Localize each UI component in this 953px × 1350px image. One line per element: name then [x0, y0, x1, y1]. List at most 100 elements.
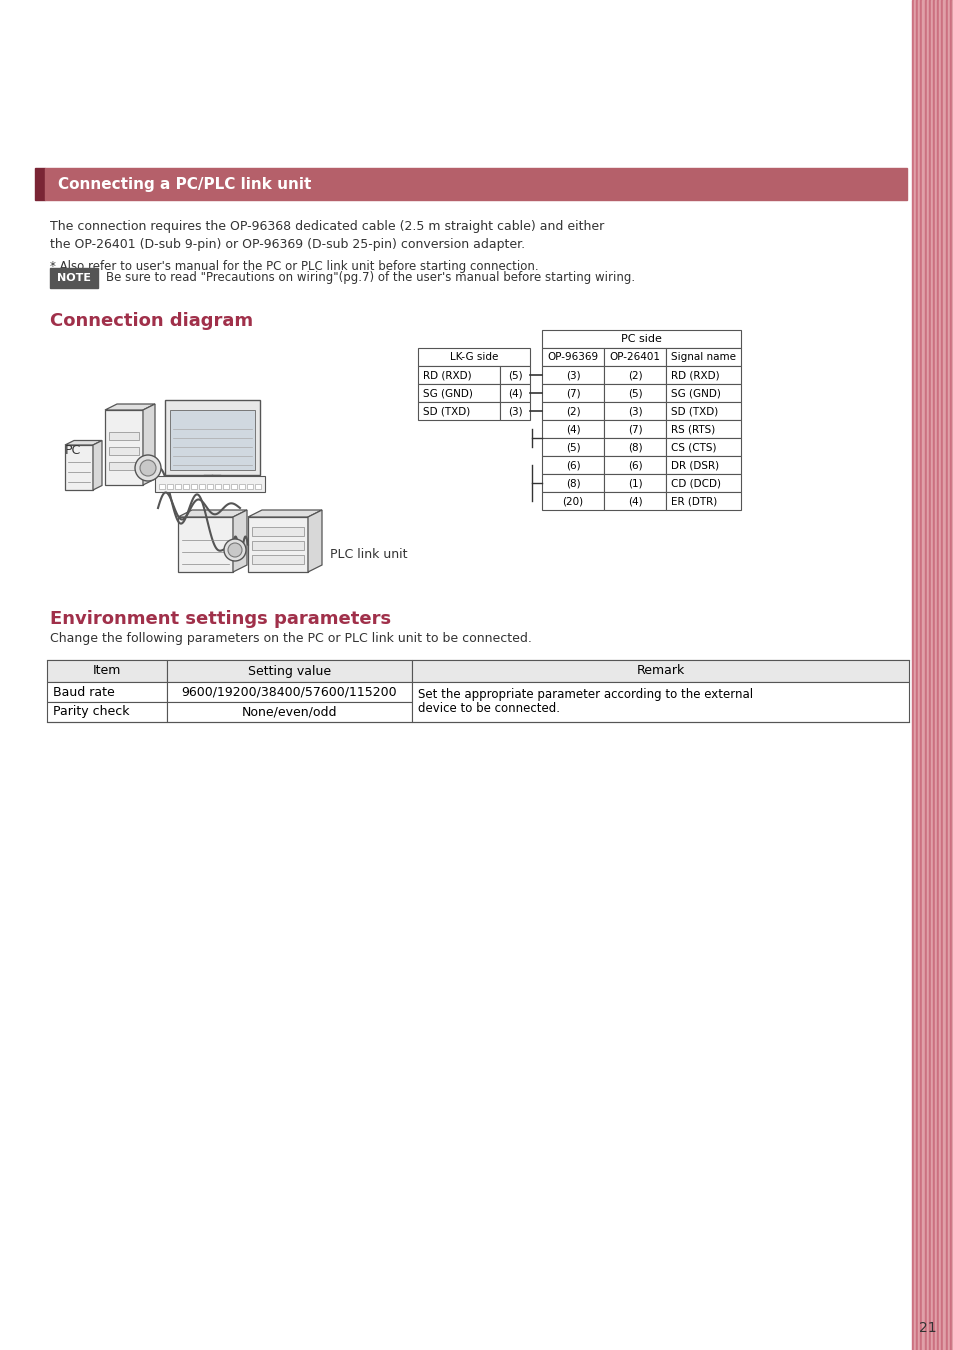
Bar: [417, 402, 499, 420]
Text: (3): (3): [565, 370, 579, 379]
Circle shape: [224, 539, 246, 562]
Bar: [499, 383, 530, 402]
Polygon shape: [65, 440, 102, 446]
Bar: [412, 682, 908, 722]
Text: 9600/19200/38400/57600/115200: 9600/19200/38400/57600/115200: [181, 686, 396, 698]
Bar: [918, 0, 920, 1350]
Bar: [541, 437, 603, 456]
Text: (1): (1): [627, 478, 641, 487]
Bar: [247, 485, 253, 489]
Text: (4): (4): [565, 424, 579, 433]
Bar: [943, 0, 944, 1350]
Bar: [239, 485, 245, 489]
Bar: [167, 682, 412, 702]
Polygon shape: [178, 517, 233, 572]
Bar: [665, 366, 740, 383]
Text: RD (RXD): RD (RXD): [422, 370, 471, 379]
Text: SG (GND): SG (GND): [670, 387, 720, 398]
Circle shape: [135, 455, 161, 481]
Text: (7): (7): [565, 387, 579, 398]
Bar: [254, 485, 261, 489]
Bar: [109, 432, 139, 440]
Text: (2): (2): [565, 406, 579, 416]
Bar: [665, 402, 740, 420]
Text: NOTE: NOTE: [57, 273, 91, 284]
Polygon shape: [65, 446, 92, 490]
Bar: [541, 383, 603, 402]
Bar: [170, 410, 254, 470]
Text: (4): (4): [627, 495, 641, 506]
Text: (3): (3): [627, 406, 641, 416]
Text: RD (RXD): RD (RXD): [670, 370, 719, 379]
Bar: [174, 485, 181, 489]
Bar: [417, 348, 530, 366]
Bar: [252, 555, 304, 564]
Bar: [603, 420, 665, 437]
Text: Be sure to read "Precautions on wiring"(pg.7) of the user's manual before starti: Be sure to read "Precautions on wiring"(…: [106, 271, 635, 285]
Bar: [934, 0, 936, 1350]
Text: device to be connected.: device to be connected.: [417, 702, 559, 716]
Bar: [159, 485, 165, 489]
Text: (6): (6): [565, 460, 579, 470]
Bar: [45, 167, 906, 200]
Bar: [603, 383, 665, 402]
Text: (20): (20): [562, 495, 583, 506]
Bar: [603, 366, 665, 383]
Bar: [417, 366, 499, 383]
Text: PC: PC: [65, 444, 81, 456]
Text: CS (CTS): CS (CTS): [670, 441, 716, 452]
Bar: [252, 526, 304, 536]
Bar: [932, 0, 934, 1350]
Bar: [223, 485, 229, 489]
Bar: [165, 400, 260, 475]
Bar: [541, 491, 603, 510]
Bar: [915, 0, 918, 1350]
Bar: [541, 420, 603, 437]
Bar: [944, 0, 946, 1350]
Bar: [47, 682, 167, 702]
Text: (5): (5): [565, 441, 579, 452]
Text: 21: 21: [919, 1322, 936, 1335]
Text: OP-26401: OP-26401: [609, 352, 659, 362]
Bar: [911, 0, 913, 1350]
Text: (7): (7): [627, 424, 641, 433]
Text: OP-96369: OP-96369: [547, 352, 598, 362]
Bar: [939, 0, 941, 1350]
Bar: [951, 0, 953, 1350]
Bar: [930, 0, 932, 1350]
Polygon shape: [233, 510, 247, 572]
Bar: [214, 485, 221, 489]
Text: PLC link unit: PLC link unit: [330, 548, 407, 562]
Bar: [109, 462, 139, 470]
Text: Connecting a PC/PLC link unit: Connecting a PC/PLC link unit: [58, 177, 311, 192]
Bar: [665, 383, 740, 402]
Bar: [541, 366, 603, 383]
Text: Set the appropriate parameter according to the external: Set the appropriate parameter according …: [417, 688, 752, 701]
Text: PC side: PC side: [620, 333, 661, 344]
Bar: [167, 485, 172, 489]
Bar: [603, 491, 665, 510]
Bar: [665, 474, 740, 491]
Circle shape: [228, 543, 242, 558]
Bar: [207, 485, 213, 489]
Bar: [603, 402, 665, 420]
Bar: [920, 0, 922, 1350]
Bar: [541, 329, 740, 348]
Bar: [191, 485, 196, 489]
Bar: [231, 485, 236, 489]
Polygon shape: [92, 440, 102, 490]
Text: CD (DCD): CD (DCD): [670, 478, 720, 487]
Bar: [925, 0, 928, 1350]
Polygon shape: [248, 510, 322, 517]
Polygon shape: [308, 510, 322, 572]
Bar: [50, 269, 98, 288]
Text: Change the following parameters on the PC or PLC link unit to be connected.: Change the following parameters on the P…: [50, 632, 532, 645]
Bar: [499, 366, 530, 383]
Bar: [665, 348, 740, 366]
Text: (8): (8): [565, 478, 579, 487]
Bar: [923, 0, 925, 1350]
Text: DR (DSR): DR (DSR): [670, 460, 719, 470]
Bar: [922, 0, 923, 1350]
Bar: [665, 491, 740, 510]
Bar: [154, 477, 265, 491]
